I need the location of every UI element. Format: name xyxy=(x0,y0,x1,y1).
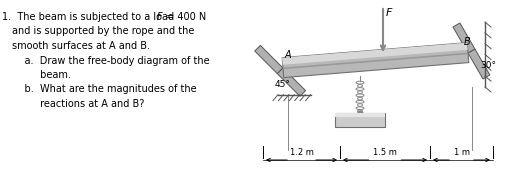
Text: beam.: beam. xyxy=(12,70,71,80)
Text: a.  Draw the free-body diagram of the: a. Draw the free-body diagram of the xyxy=(12,56,210,66)
Polygon shape xyxy=(453,23,475,53)
Bar xyxy=(335,113,385,117)
Polygon shape xyxy=(283,53,468,69)
Text: smooth surfaces at A and B.: smooth surfaces at A and B. xyxy=(12,41,150,51)
Text: 1.5 m: 1.5 m xyxy=(373,148,397,157)
Bar xyxy=(335,113,385,127)
Polygon shape xyxy=(468,49,490,79)
Polygon shape xyxy=(277,68,305,96)
Polygon shape xyxy=(282,43,469,78)
Text: b.  What are the magnitudes of the: b. What are the magnitudes of the xyxy=(12,84,197,94)
Text: F: F xyxy=(386,8,392,18)
Text: 45°: 45° xyxy=(275,80,291,89)
Text: A: A xyxy=(285,50,292,60)
Text: 1.2 m: 1.2 m xyxy=(290,148,313,157)
Text: B: B xyxy=(464,37,471,47)
Polygon shape xyxy=(255,45,283,74)
Polygon shape xyxy=(282,43,468,65)
Text: = 400 N: = 400 N xyxy=(163,12,206,22)
Text: and is supported by the rope and the: and is supported by the rope and the xyxy=(12,27,195,37)
Text: F: F xyxy=(157,12,163,22)
Text: 30°: 30° xyxy=(480,61,496,70)
Text: 1.  The beam is subjected to a load: 1. The beam is subjected to a load xyxy=(2,12,177,22)
Text: reactions at A and B?: reactions at A and B? xyxy=(12,99,144,109)
Text: 1 m: 1 m xyxy=(453,148,470,157)
